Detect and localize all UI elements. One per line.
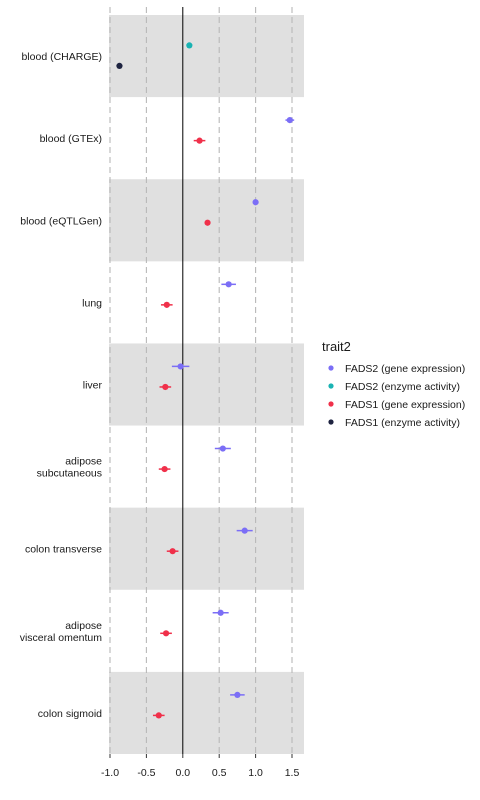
- legend-title: trait2: [322, 339, 351, 354]
- data-point: [163, 630, 169, 636]
- y-tick-label: colon transverse: [25, 544, 102, 556]
- data-point: [156, 712, 162, 718]
- x-tick-label: -0.5: [137, 767, 155, 779]
- data-point: [253, 199, 259, 205]
- y-tick-label: subcutaneous: [37, 468, 102, 480]
- data-point: [164, 302, 170, 308]
- data-point: [226, 281, 232, 287]
- legend-label: FADS2 (enzyme activity): [345, 381, 460, 393]
- data-point: [162, 466, 168, 472]
- y-tick-label: liver: [83, 380, 103, 392]
- data-point: [204, 220, 210, 226]
- data-point: [196, 138, 202, 144]
- data-point: [116, 63, 122, 69]
- legend-key: [328, 419, 333, 424]
- legend-key: [328, 401, 333, 406]
- row-band: [109, 672, 304, 754]
- data-point: [178, 363, 184, 369]
- y-tick-label: colon sigmoid: [38, 708, 102, 720]
- legend-items: FADS2 (gene expression) FADS2 (enzyme act…: [328, 363, 465, 429]
- data-point: [234, 692, 240, 698]
- legend-label: FADS1 (enzyme activity): [345, 417, 460, 429]
- row-bands: [109, 15, 304, 754]
- y-tick-label: blood (GTEx): [40, 133, 102, 145]
- x-tick-label: 0.0: [175, 767, 190, 779]
- data-point: [186, 42, 192, 48]
- x-axis-ticks: -1.0 -0.5 0.0 0.5 1.0 1.5: [101, 754, 299, 779]
- y-tick-label: blood (CHARGE): [21, 51, 102, 63]
- legend: trait2 FADS2 (gene expression) FADS2 (enz…: [322, 339, 465, 429]
- y-tick-label: blood (eQTLGen): [20, 215, 102, 227]
- data-point: [218, 610, 224, 616]
- data-point: [287, 117, 293, 123]
- row-band: [109, 15, 304, 97]
- x-tick-label: -1.0: [101, 767, 119, 779]
- y-tick-label: lung: [82, 297, 102, 309]
- legend-key: [328, 365, 333, 370]
- row-band: [109, 343, 304, 425]
- x-tick-label: 0.5: [212, 767, 227, 779]
- x-tick-label: 1.5: [285, 767, 300, 779]
- data-point: [170, 548, 176, 554]
- y-tick-label: adipose: [65, 456, 102, 468]
- data-point: [220, 445, 226, 451]
- y-tick-label: adipose: [65, 620, 102, 632]
- x-tick-label: 1.0: [248, 767, 263, 779]
- legend-label: FADS2 (gene expression): [345, 363, 465, 375]
- data-point: [162, 384, 168, 390]
- data-point: [242, 528, 248, 534]
- y-tick-label: visceral omentum: [20, 632, 103, 644]
- row-band: [109, 508, 304, 590]
- legend-key: [328, 383, 333, 388]
- legend-label: FADS1 (gene expression): [345, 399, 465, 411]
- y-axis-labels: blood (CHARGE) blood (GTEx) blood (eQTLGen…: [20, 51, 103, 720]
